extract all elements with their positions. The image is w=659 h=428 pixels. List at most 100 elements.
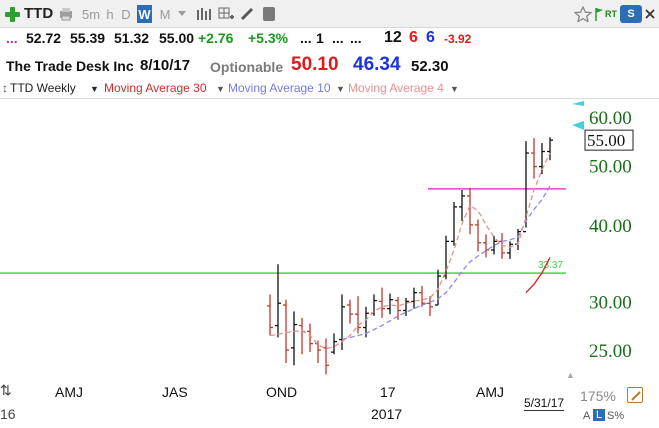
ohlc-bar — [267, 294, 273, 336]
bar-chart-icon[interactable] — [196, 5, 212, 23]
end-date-box[interactable]: 5/31/17 — [524, 396, 565, 411]
add-plus-icon[interactable] — [4, 5, 20, 23]
y-tick-label: 30.00 — [589, 292, 632, 313]
toolbar: TTD 5m h D W M RT S — [0, 0, 659, 28]
x-label-left: 16 — [0, 406, 16, 422]
ohlc-bar — [331, 333, 337, 355]
legend-series[interactable]: TTD Weekly — [10, 81, 76, 95]
ohlc-bar — [483, 234, 489, 258]
grid-plus-icon[interactable] — [218, 5, 234, 23]
quote-dots: ... — [6, 30, 18, 46]
company-name: The Trade Desk Inc — [6, 58, 134, 74]
legend-ma4[interactable]: Moving Average 4 — [348, 81, 444, 95]
legend-ma10[interactable]: Moving Average 10 — [228, 81, 331, 95]
quote-dots-4: ... — [350, 30, 362, 46]
price-blue: 46.34 — [353, 54, 401, 75]
quote-dots-2: ... — [300, 30, 312, 46]
quote-close: 55.00 — [159, 30, 195, 46]
ohlc-bar — [283, 299, 289, 364]
legend-ma30-arrow-icon[interactable]: ▼ — [216, 84, 225, 94]
ohlc-bar — [547, 137, 553, 161]
moving-average-4-line — [269, 152, 551, 350]
ohlc-bar — [347, 299, 353, 324]
percent-scale-toggle[interactable]: S% — [607, 410, 625, 422]
x-label-amj-1: AMJ — [55, 384, 83, 400]
ohlc-bar — [403, 297, 409, 317]
ohlc-bar — [507, 241, 513, 259]
ohlc-bar — [459, 190, 465, 221]
ohlc-bar — [339, 294, 345, 350]
ohlc-bar — [355, 296, 361, 334]
printer-icon[interactable] — [58, 5, 74, 23]
edit-icon[interactable] — [627, 387, 643, 403]
ohlc-bar — [299, 317, 305, 355]
ohlc-bar — [379, 287, 385, 318]
legend-drag-icon[interactable]: ↕ — [2, 81, 8, 95]
quote-negative: -3.92 — [444, 32, 472, 46]
green-line-label: 33.37 — [538, 260, 563, 271]
flag-icon[interactable] — [594, 5, 604, 23]
ohlc-bar — [515, 228, 521, 250]
log-scale-toggle[interactable]: L — [593, 409, 606, 421]
legend-ma10-arrow-icon[interactable]: ▼ — [336, 84, 345, 94]
legend-series-arrow-icon[interactable]: ▼ — [90, 84, 99, 94]
close-icon[interactable] — [643, 5, 657, 23]
quote-dots-3: ... — [332, 30, 344, 46]
ohlc-bar — [323, 338, 329, 375]
ohlc-bar — [411, 287, 417, 309]
interval-5m[interactable]: 5m — [81, 6, 101, 22]
ohlc-bar — [427, 296, 433, 317]
price-black: 52.30 — [411, 58, 449, 75]
legend-ma30[interactable]: Moving Average 30 — [104, 81, 207, 95]
ohlc-bar — [363, 306, 369, 338]
ohlc-bar — [435, 269, 441, 306]
last-price-box — [584, 129, 634, 151]
ohlc-bar — [467, 187, 473, 235]
y-tick-label: 50.00 — [589, 157, 632, 178]
refresh-icon[interactable]: ⇅ — [0, 382, 12, 398]
ohlc-bar — [307, 323, 313, 353]
time-axis: ⇅ 16 AMJ JAS OND 17 AMJ 2017 5/31/17 ▲ 1… — [0, 370, 659, 428]
pencil-icon[interactable] — [240, 5, 254, 23]
optionable-label: Optionable — [210, 59, 284, 75]
quote-count: 1 — [316, 30, 324, 46]
quote-change-pct: +5.3% — [248, 30, 289, 46]
y-tick-label: 60.00 — [589, 108, 632, 129]
moving-average-30-line — [525, 257, 551, 294]
interval-h[interactable]: h — [106, 6, 114, 22]
ohlc-bar — [315, 340, 321, 364]
ohlc-bar — [451, 201, 457, 246]
interval-w[interactable]: W — [137, 5, 152, 23]
quote-open: 52.72 — [26, 30, 62, 46]
ohlc-bar — [291, 311, 297, 366]
x-label-jas: JAS — [162, 384, 188, 400]
scroll-up-icon[interactable]: ▲ — [566, 370, 575, 380]
quote-change: +2.76 — [198, 30, 234, 46]
y-tick-label: 40.00 — [589, 216, 632, 237]
zoom-level[interactable]: 175% — [580, 388, 616, 404]
interval-d[interactable]: D — [121, 6, 131, 22]
price-red: 50.10 — [291, 54, 339, 75]
star-icon[interactable] — [574, 5, 592, 23]
symbol-input[interactable]: TTD — [24, 5, 54, 22]
ohlc-bar — [387, 293, 393, 315]
price-marker-cyan-last — [572, 121, 584, 130]
legend-ma4-arrow-icon[interactable]: ▼ — [450, 84, 459, 94]
ohlc-bar — [419, 285, 425, 307]
ohlc-bar — [523, 141, 529, 233]
x-label-ond: OND — [266, 384, 298, 400]
ohlc-bar — [275, 264, 281, 338]
ohlc-bar — [395, 297, 401, 320]
s-menu-button[interactable]: S — [620, 5, 642, 23]
quote-six-red: 6 — [409, 29, 418, 46]
quote-high: 55.39 — [70, 30, 106, 46]
interval-m[interactable]: M — [159, 6, 171, 22]
dropdown-arrow-icon[interactable] — [176, 5, 188, 23]
moving-average-10-line — [341, 185, 551, 341]
price-marker-cyan-top — [572, 101, 584, 106]
quote-six-blue: 6 — [426, 29, 435, 46]
auto-scale-toggle[interactable]: A — [583, 410, 591, 422]
x-label-17: 17 — [380, 384, 396, 400]
window-icon[interactable] — [263, 7, 275, 21]
